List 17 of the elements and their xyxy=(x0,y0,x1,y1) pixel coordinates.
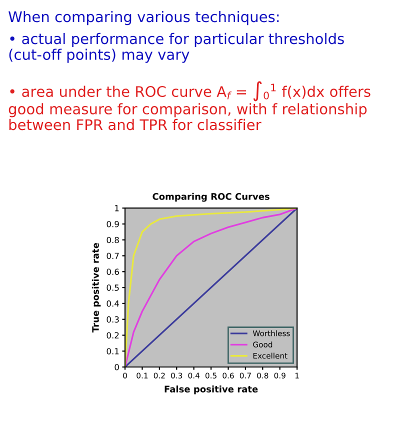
y-tick-label: 0.3 xyxy=(106,316,119,323)
text: When comparing various techniques: xyxy=(8,10,279,26)
y-tick-label: 0.2 xyxy=(106,332,119,339)
y-tick-label: 0.4 xyxy=(106,300,119,307)
y-tick-label: 1 xyxy=(115,205,119,212)
text: • actual performance for particular thresholds (cut-off points) may vary xyxy=(9,32,344,63)
y-tick-label: 0.1 xyxy=(106,348,119,354)
y-tick-label: 0.6 xyxy=(106,268,119,275)
y-tick-label: 0 xyxy=(114,364,119,370)
y-tick-label: 0.7 xyxy=(106,252,119,260)
chart-title: Comparing ROC Curves xyxy=(152,192,270,202)
y-tick-label: 0.8 xyxy=(106,236,119,244)
text: • area under the ROC curve A$_{f}$ = ∫$_{0}$$^{1}$ f(x)dx offers good measure for comparison, with f relationship between FPR and TPR for classifier xyxy=(8,81,370,130)
y-tick-label: 0.9 xyxy=(106,220,119,228)
x-axis-title: False positive rate xyxy=(164,386,258,394)
y-tick-label: 0.5 xyxy=(106,284,119,291)
y-axis-title: True positive rate xyxy=(92,242,101,332)
